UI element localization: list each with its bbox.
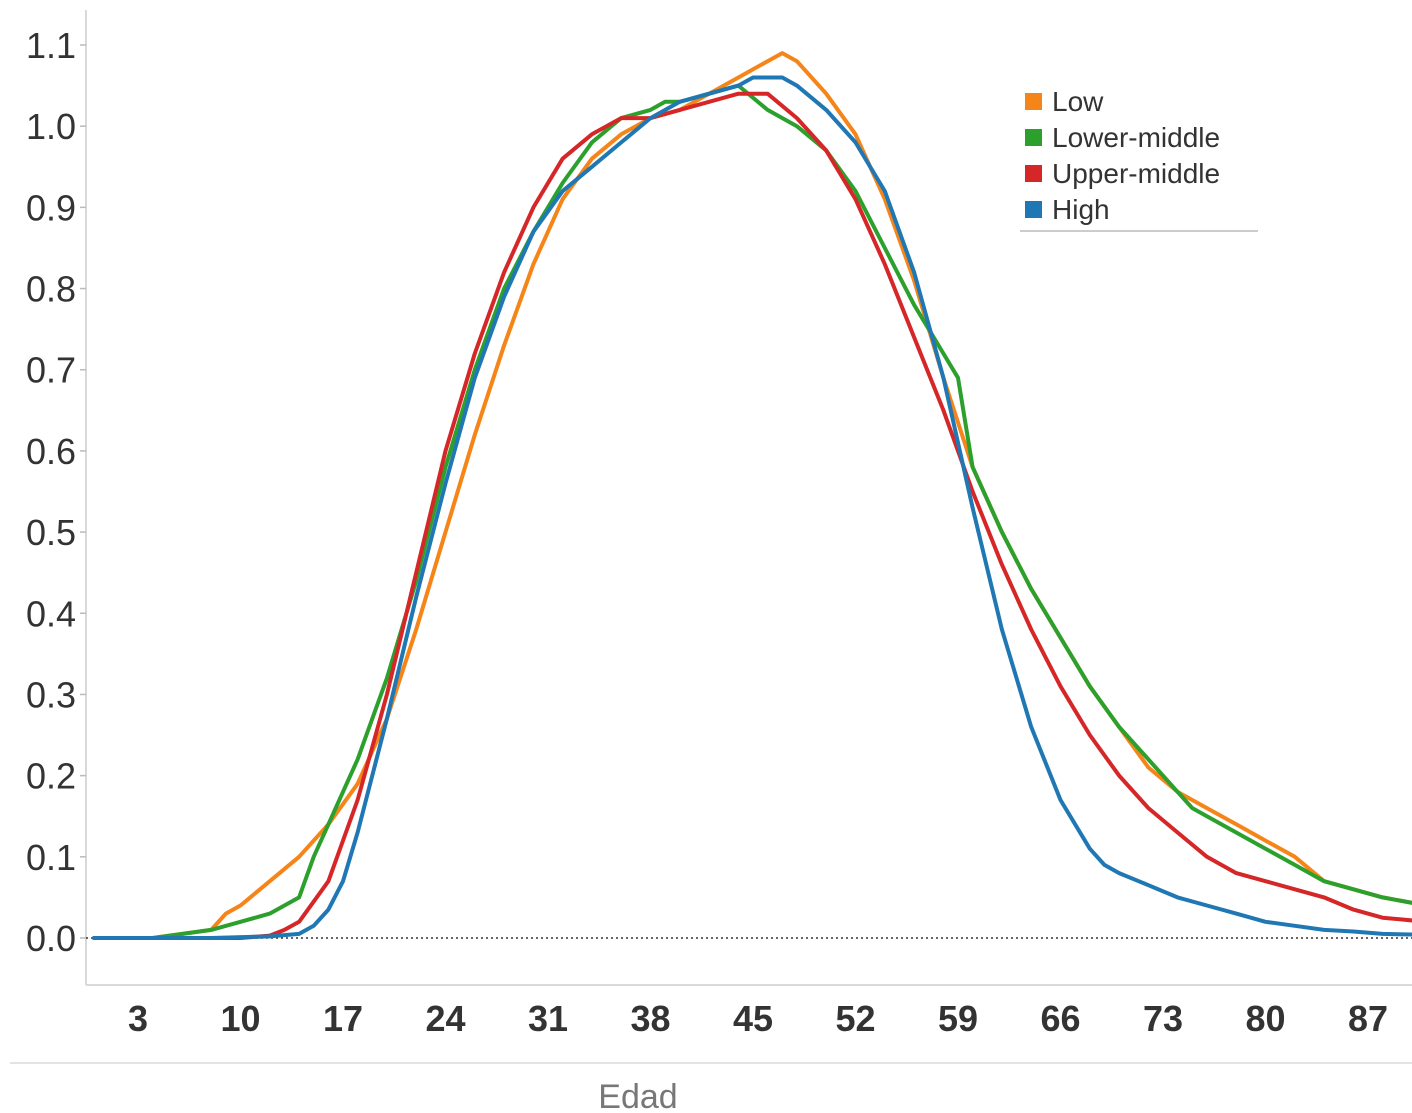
x-tick-label: 3 bbox=[128, 998, 148, 1039]
x-tick-label: 45 bbox=[733, 998, 773, 1039]
x-axis-label: Edad bbox=[598, 1078, 677, 1113]
y-tick-label: 0.2 bbox=[26, 756, 76, 797]
y-tick-label: 0.4 bbox=[26, 593, 76, 634]
y-tick-label: 0.9 bbox=[26, 187, 76, 228]
legend-label-high: High bbox=[1052, 194, 1110, 225]
y-tick-label: 0.0 bbox=[26, 918, 76, 959]
x-tick-label: 66 bbox=[1040, 998, 1080, 1039]
legend-label-lower-middle: Lower-middle bbox=[1052, 122, 1220, 153]
y-tick-label: 0.3 bbox=[26, 674, 76, 715]
legend-label-upper-middle: Upper-middle bbox=[1052, 158, 1220, 189]
legend-swatch-upper-middle bbox=[1025, 165, 1042, 182]
series-lines bbox=[92, 51, 1412, 940]
x-tick-label: 73 bbox=[1143, 998, 1183, 1039]
x-tick-labels: 3 10 17 24 31 38 45 52 59 66 73 80 87 bbox=[128, 998, 1388, 1039]
legend-label-low: Low bbox=[1052, 86, 1104, 117]
y-tick-label: 0.1 bbox=[26, 837, 76, 878]
y-tick-labels: 0.0 0.1 0.2 0.3 0.4 0.5 0.6 0.7 0.8 0.9 1.0 1.1 bbox=[26, 25, 86, 959]
x-tick-label: 24 bbox=[425, 998, 465, 1039]
y-tick-label: 0.7 bbox=[26, 350, 76, 391]
x-tick-label: 52 bbox=[835, 998, 875, 1039]
axes bbox=[10, 10, 1412, 1064]
legend-swatch-lower-middle bbox=[1025, 129, 1042, 146]
x-tick-label: 38 bbox=[630, 998, 670, 1039]
x-tick-label: 17 bbox=[323, 998, 363, 1039]
series-line-low bbox=[92, 51, 1412, 940]
series-line-upper-middle bbox=[92, 91, 1412, 940]
x-tick-label: 10 bbox=[220, 998, 260, 1039]
series-line-lower-middle bbox=[92, 83, 1412, 940]
legend: Low Lower-middle Upper-middle High bbox=[1020, 86, 1258, 232]
y-tick-label: 0.5 bbox=[26, 512, 76, 553]
series-line-high bbox=[92, 75, 1412, 940]
y-tick-label: 0.6 bbox=[26, 431, 76, 472]
y-tick-label: 1.1 bbox=[26, 25, 76, 66]
y-tick-label: 1.0 bbox=[26, 106, 76, 147]
y-tick-label: 0.8 bbox=[26, 269, 76, 310]
x-tick-label: 87 bbox=[1348, 998, 1388, 1039]
x-tick-label: 31 bbox=[528, 998, 568, 1039]
x-tick-label: 80 bbox=[1245, 998, 1285, 1039]
legend-swatch-high bbox=[1025, 201, 1042, 218]
legend-swatch-low bbox=[1025, 93, 1042, 110]
x-tick-label: 59 bbox=[938, 998, 978, 1039]
